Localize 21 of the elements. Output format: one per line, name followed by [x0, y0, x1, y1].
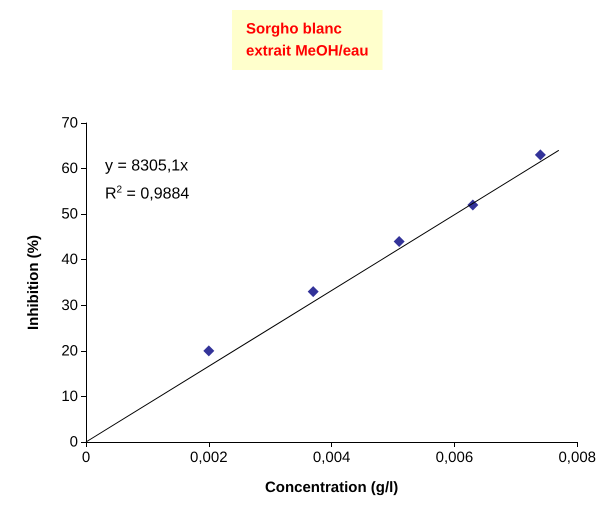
- y-tick-label: 70: [61, 114, 78, 132]
- point: [534, 149, 546, 160]
- point: [203, 345, 214, 356]
- point: [308, 286, 319, 298]
- y-axis-title: Inhibition (%): [25, 235, 42, 330]
- x-tick-label: 0,006: [436, 449, 474, 466]
- x-tick-label: 0,008: [558, 449, 596, 466]
- y-tick-label: 20: [61, 342, 78, 360]
- x-axis-title: Concentration (g/l): [264, 479, 398, 496]
- chart-title: Sorgho blanc extrait MeOH/eau: [246, 20, 369, 60]
- y-tick-label: 50: [61, 206, 78, 223]
- x-tick-label: 0,002: [190, 449, 228, 466]
- annotation: y = 8305,1x: [105, 158, 188, 174]
- y-tick-label: 10: [61, 388, 78, 405]
- y-tick-label: 60: [61, 160, 78, 178]
- y-tick-label: 40: [61, 251, 78, 268]
- y-tick-label: 0: [70, 434, 78, 450]
- point: [394, 236, 405, 247]
- y-tick-label: 30: [61, 296, 78, 314]
- x-tick-label: 0,004: [312, 449, 350, 466]
- x-tick-label: 0: [82, 449, 90, 466]
